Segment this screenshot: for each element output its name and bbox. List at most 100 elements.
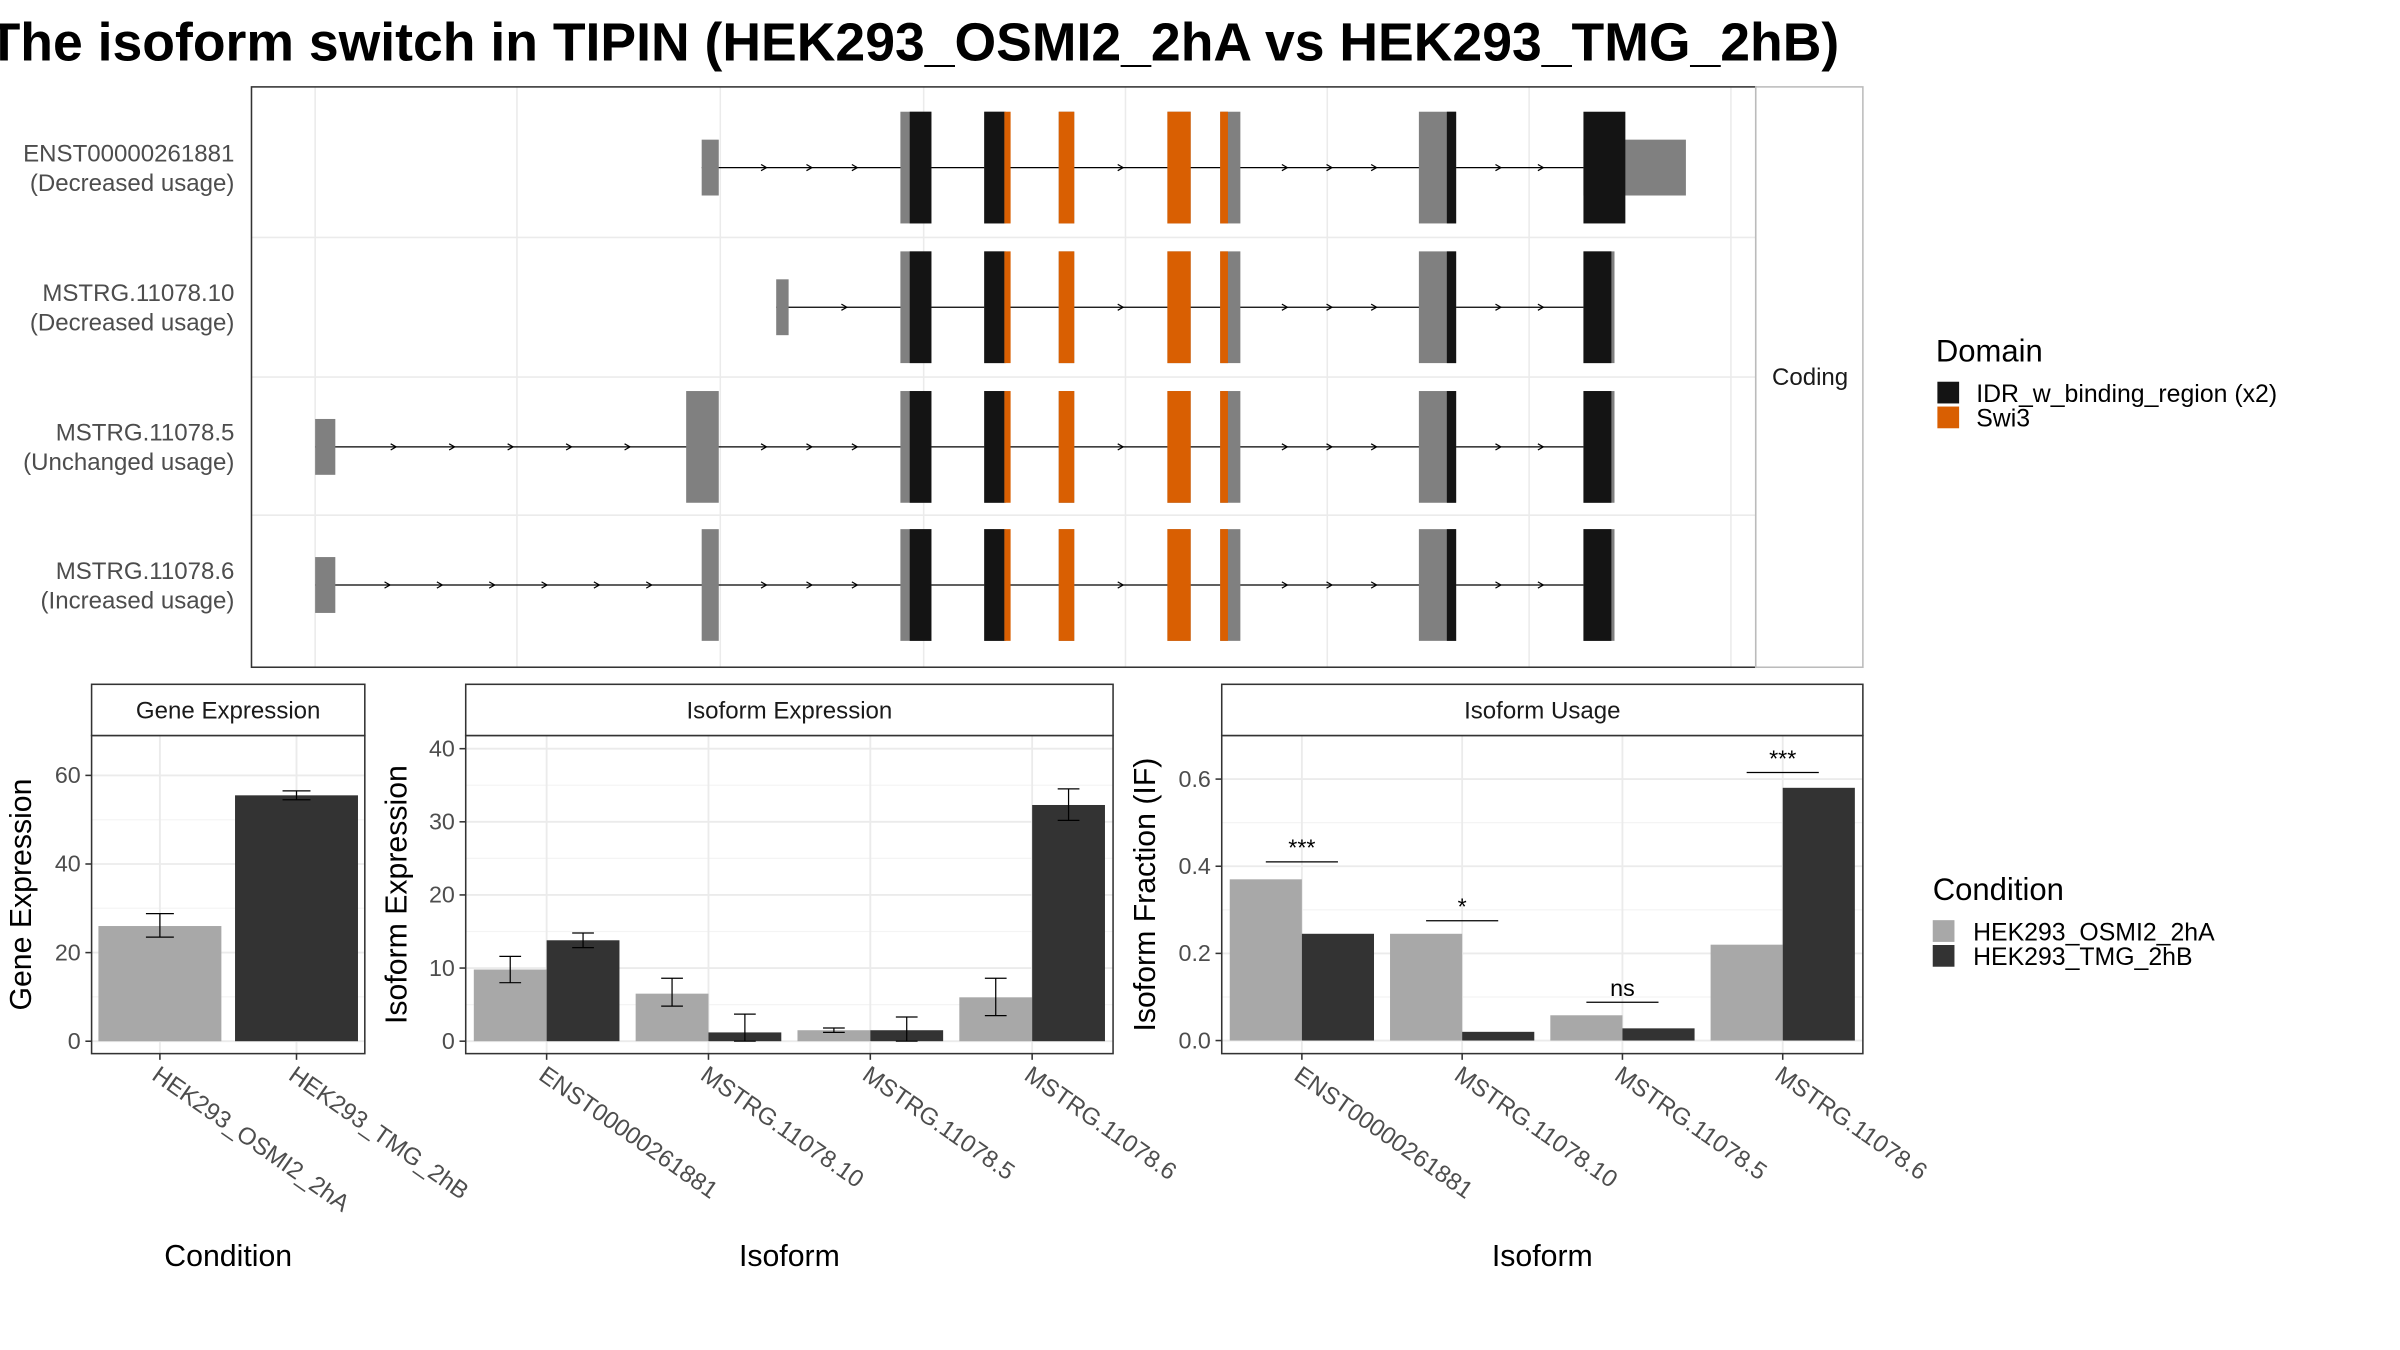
strand-arrow [1281, 163, 1289, 172]
facet-strip [1754, 86, 1864, 669]
legend-label: HEK293_TMG_2hB [1973, 944, 2192, 971]
strand-arrow [760, 443, 768, 451]
y-tick-label: 0.4 [1179, 853, 1211, 879]
strand-arrow [1495, 163, 1503, 172]
y-tick-label: 0.0 [1179, 1027, 1211, 1053]
x-tick-label: MSTRG.11078.6 [1770, 1061, 1932, 1186]
isoform-name-label: MSTRG.11078.5 [56, 420, 235, 447]
significance-label: ns [1610, 975, 1635, 1001]
strand-arrow [390, 443, 398, 451]
strand-arrow [1370, 163, 1378, 172]
panel-title: Gene Expression [136, 697, 321, 724]
domain-swi3 [1004, 529, 1011, 641]
strand-arrow [1537, 163, 1545, 172]
strand-arrow [1370, 303, 1378, 311]
strand-arrow [1117, 443, 1125, 451]
domain-idr [1583, 251, 1612, 364]
legend-label: Swi3 [1976, 406, 2030, 433]
isoform-track [315, 391, 1615, 503]
isoform-usage-panel: ****ns***Isoform Usage0.00.20.40.6ENST00… [1129, 683, 1932, 1273]
panel-title: Isoform Expression [686, 697, 892, 724]
isoform-track [776, 251, 1615, 364]
y-tick-label: 60 [55, 762, 81, 788]
strand-arrow [851, 581, 859, 589]
isoform-track [315, 529, 1615, 641]
domain-swi3 [1004, 391, 1011, 503]
bar [1710, 944, 1783, 1041]
exon [701, 529, 719, 641]
legend-swatch [1932, 945, 1955, 967]
y-tick-label: 0.6 [1179, 766, 1211, 792]
domain-swi3 [1058, 529, 1075, 641]
strand-arrow [541, 581, 549, 589]
strand-arrow [806, 163, 814, 172]
domain-swi3 [1004, 111, 1011, 224]
strand-arrow [1117, 303, 1125, 311]
strand-arrow [1537, 303, 1545, 311]
strand-arrow [1495, 303, 1503, 311]
x-axis-title: Condition [164, 1240, 292, 1273]
x-axis-title: Isoform [739, 1240, 840, 1273]
strand-arrow [1117, 581, 1125, 589]
bar [1301, 933, 1375, 1041]
legend-swatch [1937, 406, 1960, 429]
strand-arrow [806, 581, 814, 589]
strand-arrow [436, 581, 444, 589]
domain-idr [909, 529, 932, 641]
bar [235, 795, 358, 1042]
significance-label: *** [1769, 745, 1796, 771]
strand-arrow [593, 581, 601, 589]
isoform-usage-label: (Unchanged usage) [23, 449, 234, 476]
domain-idr [984, 251, 1005, 364]
strand-arrow [760, 163, 768, 172]
strand-arrow [1370, 443, 1378, 451]
strand-arrow [488, 581, 496, 589]
significance-label: * [1458, 894, 1467, 920]
domain-swi3 [1220, 391, 1228, 503]
domain-swi3 [1220, 529, 1228, 641]
bar [1229, 879, 1302, 1041]
bar [1622, 1028, 1695, 1041]
legend-title: Domain [1936, 334, 2043, 369]
strand-arrow [1537, 581, 1545, 589]
domain-idr [1446, 111, 1457, 224]
isoform-usage-label: (Decreased usage) [30, 170, 235, 197]
isoform-name-label: MSTRG.11078.6 [56, 558, 235, 585]
isoform-name-label: ENST00000261881 [23, 140, 234, 167]
strand-arrow [1495, 581, 1503, 589]
strand-arrow [384, 581, 392, 589]
bar [797, 1030, 871, 1042]
y-axis-title: Isoform Expression [381, 765, 414, 1024]
strand-arrow [1537, 443, 1545, 451]
domain-legend: Domain IDR_w_binding_region (x2)Swi3 [1936, 334, 2277, 433]
domain-swi3 [1058, 251, 1075, 364]
x-tick-label: ENST00000261881 [534, 1061, 723, 1204]
x-tick-label: MSTRG.11078.5 [1610, 1061, 1772, 1186]
y-axis-title: Isoform Fraction (IF) [1129, 758, 1162, 1032]
legend-swatch [1937, 381, 1960, 404]
domain-idr [984, 111, 1005, 224]
domain-idr [909, 111, 932, 224]
strand-arrow [1326, 303, 1334, 311]
facet-strip [464, 683, 1114, 737]
strand-arrow [1495, 443, 1503, 451]
strand-arrow [851, 163, 859, 172]
bar [546, 940, 620, 1042]
strand-arrow [645, 581, 653, 589]
domain-idr [984, 529, 1005, 641]
strand-arrow [1326, 581, 1334, 589]
panel-title: Isoform Usage [1464, 697, 1620, 724]
legend-swatch [1932, 920, 1955, 942]
exon [776, 279, 789, 336]
strand-arrow [760, 581, 768, 589]
strand-arrow [1281, 303, 1289, 311]
y-tick-label: 20 [429, 882, 455, 908]
facet-strip [1220, 683, 1864, 737]
bar [1782, 787, 1855, 1041]
y-tick-label: 0.2 [1179, 940, 1211, 966]
y-tick-label: 10 [429, 955, 455, 981]
domain-idr [1446, 391, 1457, 503]
strand-arrow [1117, 163, 1125, 172]
domain-swi3 [1167, 391, 1191, 503]
